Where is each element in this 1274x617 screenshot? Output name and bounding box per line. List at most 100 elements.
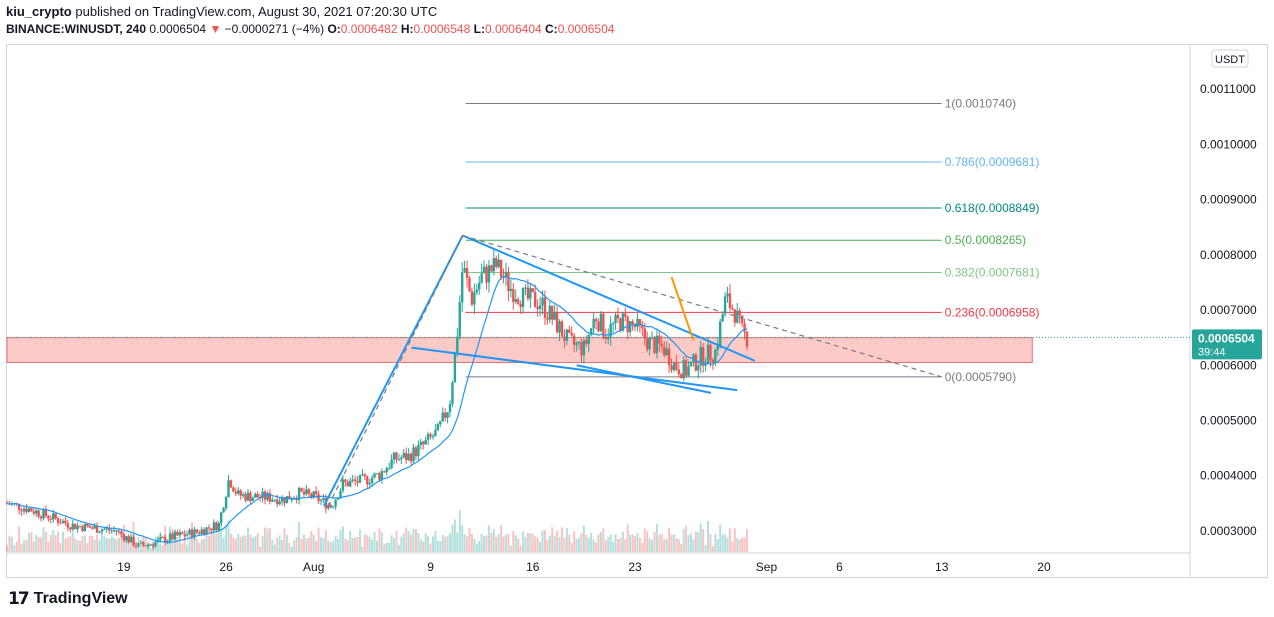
volume-bar xyxy=(436,540,439,552)
candle-body xyxy=(171,533,174,540)
candle-body xyxy=(602,313,605,337)
candle-body xyxy=(502,277,505,279)
volume-bar xyxy=(492,529,495,552)
volume-bar xyxy=(692,539,695,552)
volume-bar xyxy=(743,537,746,552)
low-label: L: xyxy=(473,22,485,36)
candle-body xyxy=(127,536,130,543)
volume-bar xyxy=(529,533,532,552)
volume-bar xyxy=(500,525,503,552)
candle-body xyxy=(507,271,510,291)
volume-bar xyxy=(361,546,364,552)
candle-body xyxy=(512,288,515,302)
volume-bar xyxy=(534,536,537,552)
volume-bar xyxy=(582,525,585,552)
symbol-label[interactable]: BINANCE:WINUSDT, 240 xyxy=(6,22,147,36)
volume-bar xyxy=(731,541,734,552)
volume-bar xyxy=(407,531,410,552)
candle-body xyxy=(54,513,57,519)
volume-bar xyxy=(665,538,668,552)
candle-body xyxy=(200,529,203,534)
candle-body xyxy=(212,522,216,531)
candle-body xyxy=(144,545,147,547)
candle-body xyxy=(587,334,590,344)
candle-body xyxy=(402,453,405,458)
candle-body xyxy=(473,292,476,305)
volume-bar xyxy=(378,528,381,552)
candle-body xyxy=(83,523,87,532)
candle-body xyxy=(519,303,522,308)
candle-body xyxy=(478,282,481,290)
trendline-orange-drop xyxy=(670,276,695,341)
volume-bar xyxy=(473,538,476,552)
candle-body xyxy=(383,471,386,473)
volume-bar xyxy=(682,528,685,552)
volume-bar xyxy=(522,531,525,552)
candle-body xyxy=(482,266,486,274)
currency-button[interactable] xyxy=(1211,49,1249,68)
volume-bar xyxy=(485,535,488,552)
volume-bar xyxy=(259,546,262,552)
volume-bar xyxy=(149,547,152,552)
currency-button-label[interactable]: USDT xyxy=(1215,54,1245,66)
volume-bar xyxy=(434,530,437,552)
candle-body xyxy=(592,318,595,329)
volume-bar xyxy=(122,524,125,552)
candle-body xyxy=(628,321,632,333)
candle-body xyxy=(692,354,695,362)
candle-body xyxy=(653,337,656,354)
candle-body xyxy=(468,277,471,292)
candle-body xyxy=(390,459,393,469)
author-name[interactable]: kiu_crypto xyxy=(6,4,72,19)
candle-body xyxy=(215,522,218,531)
volume-bar xyxy=(278,535,281,552)
volume-bar xyxy=(81,536,84,552)
candle-body xyxy=(100,529,104,532)
fib-level-label: 0.786(0.0009681) xyxy=(945,155,1040,169)
volume-bar xyxy=(156,535,159,552)
trendline-mid-line xyxy=(576,364,712,394)
x-tick-label: 9 xyxy=(427,560,434,574)
candle-body xyxy=(90,527,94,529)
candle-body xyxy=(728,293,732,308)
candle-body xyxy=(624,313,627,317)
candle-body xyxy=(400,457,403,460)
candle-body xyxy=(278,501,281,505)
candle-body xyxy=(300,487,303,492)
volume-bar xyxy=(344,538,347,552)
volume-bar xyxy=(575,538,578,552)
candle-body xyxy=(738,310,741,316)
volume-bar xyxy=(466,536,469,552)
candle-body xyxy=(397,459,401,461)
volume-bar xyxy=(514,535,517,552)
high-label: H: xyxy=(400,22,414,36)
volume-bar xyxy=(410,534,413,552)
volume-bar xyxy=(220,522,223,552)
open-label: O: xyxy=(327,22,341,36)
candle-body xyxy=(721,314,724,322)
candle-body xyxy=(66,523,70,528)
candle-body xyxy=(237,490,240,494)
candle-body xyxy=(244,494,247,501)
volume-bar xyxy=(689,533,692,552)
candle-body xyxy=(439,421,442,424)
candle-body xyxy=(229,480,233,488)
volume-bar xyxy=(726,537,729,552)
volume-bar xyxy=(651,540,654,552)
candle-body xyxy=(37,510,40,517)
candle-body xyxy=(711,359,715,363)
volume-bar xyxy=(646,531,649,552)
candle-body xyxy=(568,329,571,333)
volume-bar xyxy=(551,527,554,552)
candle-body xyxy=(117,531,121,533)
candle-body xyxy=(492,258,496,272)
candle-body xyxy=(534,292,537,307)
volume-bar xyxy=(497,533,500,552)
candle-body xyxy=(232,487,235,492)
volume-bar xyxy=(198,543,201,552)
volume-bar xyxy=(621,531,624,552)
volume-bar xyxy=(590,532,593,552)
candle-body xyxy=(78,525,82,527)
volume-bar xyxy=(524,536,527,552)
